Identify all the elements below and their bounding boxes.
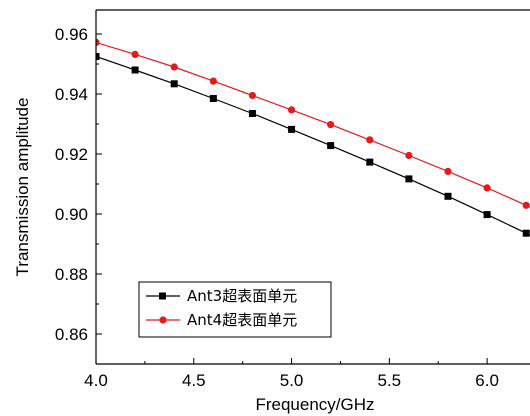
x-axis-title: Frequency/GHz [255, 395, 374, 414]
x-tick-label-4: 6.0 [475, 371, 499, 390]
legend: Ant3超表面单元 Ant4超表面单元 [138, 281, 332, 338]
legend-marker-ant4 [159, 316, 167, 324]
series-0-point-2 [170, 80, 178, 88]
series-1-point-1 [131, 50, 139, 59]
x-tick-label-3: 5.5 [378, 371, 402, 390]
legend-label-ant3: Ant3超表面单元 [187, 287, 297, 305]
series-0-point-11 [522, 229, 530, 237]
series-1-point-7 [366, 136, 374, 144]
series-0-point-0 [96, 53, 100, 60]
series-1-point-6 [327, 121, 335, 129]
x-tick-label-2: 5.0 [280, 371, 304, 390]
series-0-point-4 [248, 110, 256, 117]
x-tick-label-0: 4.0 [84, 371, 108, 390]
y-tick-label-2: 0.90 [55, 205, 88, 224]
x-tick-label-1: 4.5 [182, 371, 206, 390]
legend-label-ant4: Ant4超表面单元 [187, 311, 297, 329]
y-tick-label-4: 0.94 [55, 85, 88, 104]
series-layer [96, 38, 530, 237]
series-1-point-4 [248, 91, 257, 100]
series-1-point-9 [444, 167, 452, 175]
series-0-point-5 [288, 125, 296, 133]
series-line-1 [96, 41, 530, 208]
y-tick-label-0: 0.86 [55, 325, 88, 344]
series-0-point-3 [209, 95, 217, 102]
series-1-point-2 [170, 63, 178, 71]
series-1-point-3 [209, 77, 217, 85]
axes-layer: 4.0 4.5 5.0 5.5 6.0 0.86 0.88 0.90 0.92 0.94 0.96 [55, 9, 530, 390]
series-1-point-8 [405, 151, 413, 160]
series-0-point-7 [366, 158, 374, 166]
series-1-point-10 [483, 184, 491, 192]
y-tick-label-5: 0.96 [55, 25, 88, 44]
y-tick-label-3: 0.92 [55, 145, 88, 164]
series-line-0 [96, 55, 530, 236]
series-0-point-8 [405, 175, 413, 183]
series-1-point-5 [287, 106, 296, 114]
series-0-point-1 [131, 66, 139, 74]
series-1-point-0 [96, 38, 100, 46]
series-1-point-11 [522, 201, 530, 209]
legend-marker-ant3 [159, 292, 166, 300]
series-0-point-9 [444, 192, 452, 200]
y-tick-label-1: 0.88 [55, 265, 88, 284]
y-axis-title: Transmission amplitude [13, 98, 32, 277]
legend-box [138, 281, 332, 338]
series-0-point-10 [483, 211, 491, 219]
series-0-point-6 [327, 142, 335, 150]
